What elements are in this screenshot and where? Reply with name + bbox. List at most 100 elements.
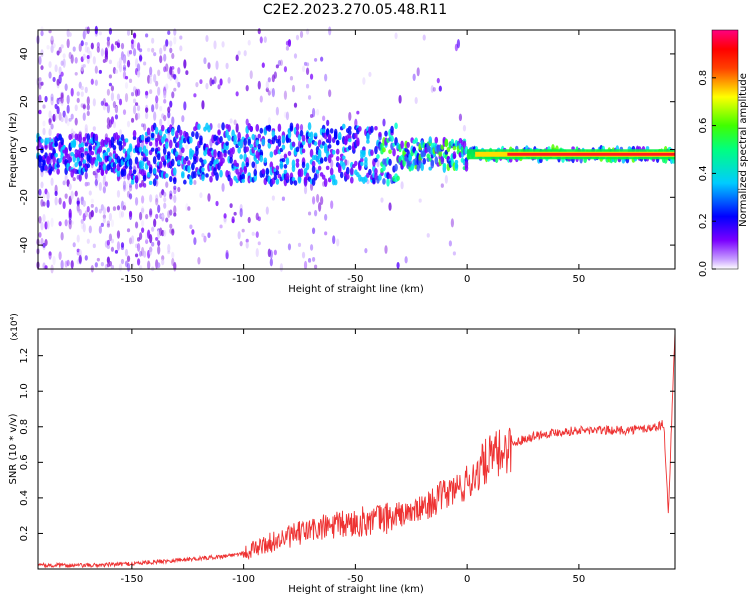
figure-title: C2E2.2023.270.05.48.R11 — [263, 2, 447, 18]
heatmap-noise-cell — [229, 203, 233, 209]
heatmap-band-cell — [289, 125, 294, 132]
heatmap-noise-cell — [330, 200, 334, 210]
heatmap-noise-cell — [215, 60, 219, 70]
heatmap-band-cell — [321, 174, 326, 180]
heatmap-noise-cell — [155, 80, 159, 87]
heatmap-band-cell — [146, 160, 151, 166]
heatmap-noise-cell — [86, 206, 90, 213]
heatmap-noise-cell — [138, 265, 143, 270]
heatmap-noise-cell — [157, 240, 161, 247]
heatmap-noise-cell — [136, 88, 141, 97]
heatmap-noise-cell — [104, 47, 108, 57]
heatmap-noise-cell — [426, 233, 430, 238]
heatmap-noise-cell — [311, 107, 316, 118]
heatmap-noise-cell — [418, 198, 422, 203]
heatmap-band-cell — [217, 129, 221, 136]
heatmap-band-cell — [434, 136, 439, 144]
heatmap-noise-cell — [416, 67, 420, 77]
heatmap-noise-cell — [128, 210, 133, 218]
heatmap-noise-cell — [48, 128, 52, 137]
heatmap-noise-cell — [191, 229, 195, 235]
heatmap-band-cell — [259, 154, 264, 163]
heatmap-noise-cell — [161, 214, 165, 218]
heatmap-noise-cell — [118, 263, 123, 272]
heatmap-band-cell — [82, 136, 87, 142]
heatmap-xtick-label: 0 — [464, 274, 470, 285]
heatmap-noise-cell — [153, 218, 157, 228]
heatmap-noise-cell — [313, 58, 318, 62]
heatmap-band-cell — [154, 137, 159, 143]
heatmap-noise-cell — [171, 227, 175, 234]
heatmap-noise-cell — [412, 73, 416, 81]
heatmap-noise-cell — [70, 220, 74, 225]
heatmap-noise-cell — [88, 190, 92, 196]
heatmap-band-cell — [110, 136, 115, 146]
heatmap-noise-cell — [316, 108, 320, 116]
heatmap-noise-cell — [84, 255, 88, 261]
heatmap-noise-cell — [90, 203, 94, 208]
heatmap-band-cell — [319, 157, 324, 164]
heatmap-noise-cell — [155, 198, 159, 206]
heatmap-noise-cell — [76, 97, 80, 104]
heatmap-noise-cell — [138, 232, 143, 240]
heatmap-noise-cell — [46, 199, 50, 208]
heatmap-noise-cell — [163, 191, 167, 198]
heatmap-noise-cell — [118, 57, 123, 65]
heatmap-band-cell — [339, 171, 344, 179]
heatmap-noise-cell — [271, 195, 275, 201]
heatmap-noise-cell — [237, 231, 241, 240]
heatmap-band-cell — [301, 161, 306, 169]
heatmap-noise-cell — [112, 101, 117, 109]
heatmap-noise-cell — [400, 181, 404, 190]
heatmap-noise-cell — [311, 196, 316, 205]
heatmap-band-cell — [277, 135, 282, 141]
heatmap-noise-cell — [295, 34, 300, 41]
heatmap-noise-cell — [285, 45, 290, 51]
heatmap-noise-cell — [46, 191, 50, 201]
heatmap-noise-cell — [177, 67, 181, 75]
heatmap-band-cell — [128, 165, 133, 170]
heatmap-noise-cell — [48, 61, 52, 69]
heatmap-band-core — [507, 152, 675, 156]
heatmap-noise-cell — [255, 248, 259, 258]
heatmap-band-cell — [347, 138, 352, 143]
heatmap-noise-cell — [293, 102, 298, 108]
heatmap-band-cell — [243, 166, 247, 175]
heatmap-noise-cell — [273, 71, 277, 79]
heatmap-noise-cell — [84, 209, 88, 217]
heatmap-noise-cell — [136, 63, 141, 73]
heatmap-noise-cell — [171, 52, 175, 59]
heatmap-noise-cell — [217, 123, 221, 129]
heatmap-band-cell — [345, 173, 350, 180]
heatmap-noise-cell — [239, 241, 243, 247]
heatmap-noise-cell — [112, 45, 117, 50]
heatmap-noise-cell — [106, 223, 111, 228]
heatmap-band-cell — [116, 169, 121, 178]
snr-y-axis-label: SNR (10 * v/v) — [8, 413, 19, 484]
heatmap-noise-cell — [108, 74, 113, 79]
heatmap-band-cell — [201, 174, 205, 182]
heatmap-noise-cell — [209, 77, 213, 87]
heatmap-noise-cell — [86, 181, 90, 186]
heatmap-noise-cell — [138, 48, 143, 53]
heatmap-band-cell — [181, 171, 185, 177]
heatmap-band-cell — [219, 169, 223, 178]
heatmap-band-cell — [257, 133, 262, 139]
heatmap-noise-cell — [102, 207, 106, 215]
heatmap-noise-cell — [108, 212, 113, 222]
heatmap-noise-cell — [132, 48, 137, 57]
heatmap-noise-cell — [52, 255, 56, 266]
heatmap-noise-cell — [269, 88, 273, 94]
heatmap-noise-cell — [130, 39, 135, 45]
heatmap-band-cell — [341, 162, 346, 171]
heatmap-noise-cell — [143, 250, 147, 258]
heatmap-band-cell — [295, 146, 300, 153]
heatmap-band-cell — [80, 142, 85, 149]
heatmap-noise-cell — [118, 129, 123, 137]
heatmap-band-cell — [414, 137, 418, 144]
heatmap-noise-cell — [368, 71, 372, 77]
heatmap-noise-cell — [120, 242, 125, 248]
heatmap-noise-cell — [175, 76, 179, 84]
heatmap-noise-cell — [145, 33, 149, 38]
